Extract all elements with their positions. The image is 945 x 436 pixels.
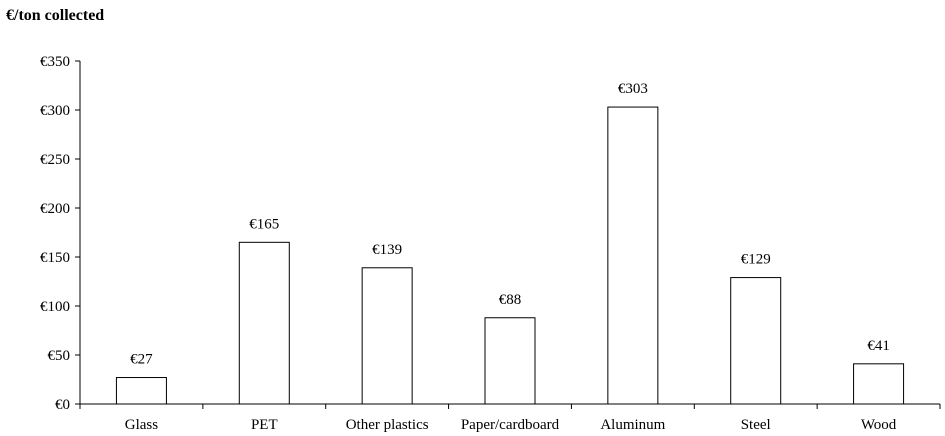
data-labels: €27 €165 €139 €88 €303 €129 €41 (130, 81, 890, 367)
y-tick-label: €300 (40, 103, 70, 119)
x-axis: Glass PET Other plastics Paper/cardboard Alu… (79, 403, 941, 433)
bar (115, 377, 167, 405)
data-label: €139 (372, 242, 402, 258)
x-tick-label: PET (251, 417, 278, 433)
x-tick-label: Wood (861, 417, 897, 433)
y-axis: €0 €50 €100 €150 €200 €250 €300 €350 (40, 54, 81, 413)
data-label: €88 (499, 292, 522, 308)
bar (730, 277, 782, 405)
y-tick-label: €350 (40, 54, 70, 70)
data-label: €129 (741, 252, 771, 268)
x-tick-label: Other plastics (346, 417, 429, 433)
y-tick-label: €150 (40, 250, 70, 266)
bar (607, 106, 659, 405)
y-tick-label: €50 (48, 348, 71, 364)
data-label: €303 (618, 81, 648, 97)
bar (361, 267, 413, 405)
y-tick-label: €200 (40, 201, 70, 217)
chart-title: €/ton collected (6, 7, 105, 24)
bar (484, 317, 536, 405)
y-tick-label: €100 (40, 299, 70, 315)
x-tick-label: Glass (125, 417, 158, 433)
x-tick-label: Steel (741, 417, 771, 433)
y-tick-label: €0 (55, 397, 70, 413)
bar (853, 363, 905, 405)
bar (238, 241, 290, 405)
bars (115, 106, 905, 405)
y-tick-label: €250 (40, 152, 70, 168)
data-label: €165 (249, 216, 279, 232)
x-tick-label: Paper/cardboard (461, 417, 560, 433)
x-tick-label: Aluminum (600, 417, 665, 433)
data-label: €41 (867, 338, 890, 354)
data-label: €27 (130, 352, 153, 368)
